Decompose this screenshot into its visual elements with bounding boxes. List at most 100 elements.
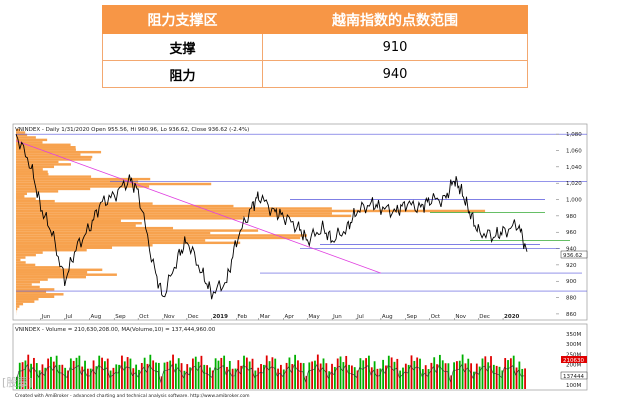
profile-bar <box>16 222 142 225</box>
volume-bar <box>336 358 339 389</box>
y-tick-label: 1,060 <box>566 149 582 155</box>
y-tick-label: 980 <box>566 214 577 220</box>
volume-bar <box>461 354 464 389</box>
profile-bar <box>16 231 211 235</box>
volume-bar <box>245 357 248 389</box>
volume-bar <box>30 363 32 389</box>
x-tick-label: Nov <box>164 314 175 320</box>
profile-bar <box>16 131 26 134</box>
volume-bar <box>413 360 416 389</box>
volume-bar <box>350 365 353 389</box>
volume-bar <box>251 358 254 389</box>
y-tick-label: 1,040 <box>566 165 582 171</box>
volume-bar <box>504 358 507 389</box>
volume-bar <box>356 370 359 389</box>
volume-bar <box>101 357 103 389</box>
volume-bar <box>214 358 217 389</box>
y-tick-label: 1,080 <box>566 132 582 138</box>
horizontal-levels <box>16 133 587 292</box>
volume-bar <box>450 375 453 389</box>
volume-bar <box>106 358 109 389</box>
volume-bar <box>473 371 475 389</box>
volume-bar <box>89 368 92 389</box>
volume-bar <box>243 355 245 389</box>
volume-bar <box>260 364 262 389</box>
volume-bar <box>373 361 376 389</box>
row-resistance-value: 940 <box>262 60 528 88</box>
volume-bar <box>95 366 98 389</box>
volume-bar <box>424 365 427 389</box>
volume-bar <box>64 367 67 389</box>
volume-bar <box>285 362 288 389</box>
volume-bar <box>419 358 421 389</box>
volume-bar <box>143 357 146 389</box>
volume-bar <box>325 363 328 389</box>
volume-bar <box>152 360 155 389</box>
volume-bar <box>316 354 319 389</box>
volume-bar <box>129 358 132 389</box>
profile-bar <box>16 136 36 139</box>
volume-bar <box>441 360 444 389</box>
volume-bar <box>390 357 393 389</box>
watermark-text: [股票] <box>2 376 33 389</box>
volume-bar <box>35 363 38 389</box>
profile-bar <box>16 295 55 298</box>
profile-bar <box>16 256 26 259</box>
volume-bar <box>92 360 95 389</box>
volume-bar <box>81 366 84 389</box>
x-tick-label: Aug <box>90 314 101 320</box>
last-price-badge <box>560 250 588 259</box>
y-tick-label: 880 <box>566 296 577 302</box>
profile-bar <box>16 307 18 311</box>
volume-bar <box>104 361 106 389</box>
profile-bar <box>16 288 55 291</box>
volume-bar <box>458 360 461 389</box>
volume-bar <box>271 357 274 389</box>
profile-bar <box>16 158 92 161</box>
x-tick-label: Aug <box>382 314 393 320</box>
profile-bar <box>16 244 153 247</box>
volume-bar <box>277 368 279 389</box>
volume-bar <box>38 370 41 389</box>
volume-bar <box>495 365 498 389</box>
volume-bar <box>109 370 112 389</box>
profile-bar <box>16 239 206 242</box>
volume-bar <box>280 364 282 389</box>
volume-bar <box>265 355 268 389</box>
volume-bar <box>393 361 396 389</box>
volume-bar <box>470 363 473 389</box>
volume-bar <box>475 363 478 389</box>
profile-bar <box>16 290 47 294</box>
profile-bar <box>16 153 81 156</box>
volume-bar <box>404 363 407 389</box>
volume-bar <box>447 363 450 389</box>
profile-bar <box>16 263 36 267</box>
volume-bar <box>50 356 52 389</box>
table-row: 阻力 940 <box>102 60 528 88</box>
volume-y-tick-label: 350M <box>566 332 581 338</box>
volume-bar <box>189 367 191 389</box>
volume-bar <box>305 375 308 389</box>
volume-bar <box>47 358 50 389</box>
volume-bar <box>387 355 390 389</box>
profile-bar <box>16 187 91 191</box>
profile-bar <box>16 253 36 257</box>
volume-bar <box>370 367 373 389</box>
x-tick-label: Jun <box>332 314 342 320</box>
header-support-resistance: 阻力支撑区 <box>102 5 263 34</box>
volume-ma-line <box>15 364 525 384</box>
profile-bar <box>16 128 21 132</box>
volume-bar <box>24 360 27 389</box>
volume-bar <box>84 360 86 389</box>
volume-bar <box>308 362 311 389</box>
x-tick-label: Jul <box>65 314 73 320</box>
profile-bar <box>16 246 113 249</box>
profile-bar <box>16 170 48 173</box>
y-tick-label: 1,000 <box>566 198 582 204</box>
volume-bar <box>348 364 350 389</box>
volume-bar <box>211 370 214 389</box>
x-tick-label: Apr <box>284 314 294 320</box>
volume-bar <box>427 369 430 389</box>
volume-bar <box>72 360 75 389</box>
x-tick-label: May <box>308 314 320 320</box>
